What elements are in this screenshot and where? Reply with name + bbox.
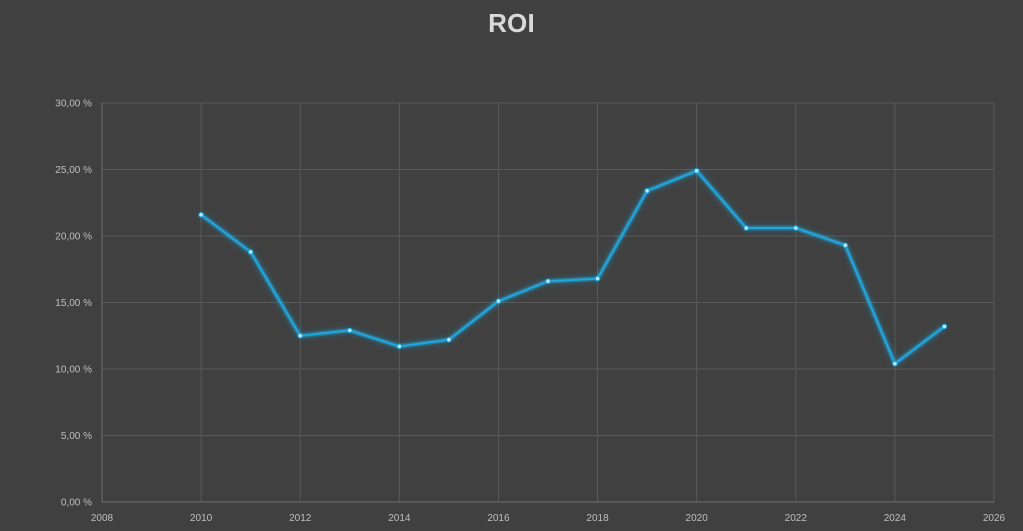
data-point [297,333,303,339]
data-point [495,298,502,304]
grid-layer [101,102,995,503]
data-point [198,212,204,218]
y-tick-label: 10,00 % [55,365,92,376]
y-tick-label: 15,00 % [55,298,92,309]
data-point [247,249,254,255]
x-tick-label: 2010 [190,513,213,524]
y-tick-label: 0,00 % [61,498,92,509]
series-line [200,169,946,365]
data-point [594,275,601,282]
x-tick-label: 2018 [586,513,609,524]
data-point [693,168,700,174]
data-point [842,242,849,249]
x-tick-label: 2016 [487,513,510,524]
x-tick-label: 2020 [686,513,709,524]
x-tick-label: 2014 [388,513,411,524]
data-point [644,188,650,194]
data-point [545,278,551,284]
data-point [446,337,452,343]
data-point [396,343,403,350]
x-tick-label: 2008 [91,513,114,524]
x-tick-label: 2012 [289,513,312,524]
x-tick-label: 2024 [884,513,907,524]
data-point [347,327,353,334]
chart-title: ROI [488,8,535,38]
data-point [743,225,749,231]
y-tick-label: 25,00 % [55,165,92,176]
data-point [892,360,898,367]
axis-layer: 0,00 % 5,00 % 10,00 % 15,00 % 20,00 % 25,00 %… [55,99,1005,525]
series-layer [198,168,948,367]
y-tick-label: 5,00 % [61,431,92,442]
x-tick-label: 2026 [983,513,1006,524]
y-tick-label: 20,00 % [55,232,92,243]
x-tick-label: 2022 [785,513,808,524]
y-tick-label: 30,00 % [55,99,92,110]
data-point [793,225,799,231]
data-point [941,323,948,330]
